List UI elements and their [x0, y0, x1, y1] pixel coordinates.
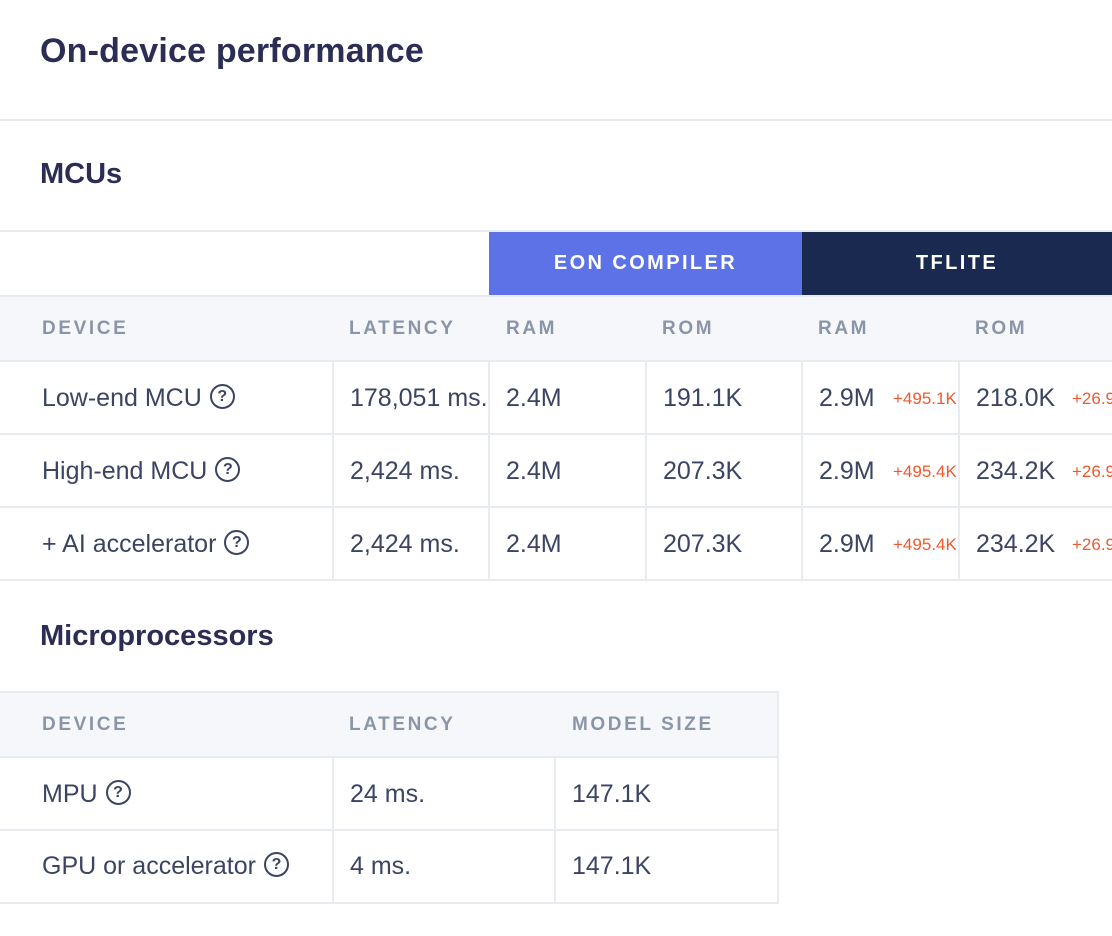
- eon-rom-cell: 207.3K: [663, 529, 743, 558]
- latency-cell: 178,051 ms.: [350, 383, 488, 412]
- microprocessors-section-title: Microprocessors: [40, 620, 274, 652]
- col-header-latency: LATENCY: [349, 318, 456, 339]
- eon-rom-cell: 191.1K: [663, 383, 743, 412]
- device-cell: Low-end MCU?: [42, 378, 235, 418]
- col-header-tflite-ram: RAM: [818, 318, 870, 339]
- col-header-tflite-rom: ROM: [975, 318, 1028, 339]
- col-header-eon-rom: ROM: [662, 318, 715, 339]
- device-label: GPU or accelerator: [42, 851, 256, 880]
- col-header-device: DEVICE: [42, 714, 129, 735]
- eon-ram-cell: 2.4M: [506, 529, 562, 558]
- eon-ram-cell: 2.4M: [506, 456, 562, 485]
- mcus-section-title: MCUs: [40, 158, 123, 190]
- device-label: MPU: [42, 779, 98, 808]
- tflite-rom-cell: 218.0K: [976, 383, 1056, 412]
- device-label: Low-end MCU: [42, 383, 202, 412]
- tflite-ram-delta: +495.4K: [893, 462, 956, 481]
- question-circle-icon[interactable]: ?: [215, 456, 241, 482]
- tflite-rom-cell: 234.2K: [976, 456, 1056, 485]
- device-label: High-end MCU: [42, 456, 208, 485]
- device-label: + AI accelerator: [42, 529, 217, 558]
- tflite-ram-cell: 2.9M: [819, 529, 875, 558]
- question-circle-icon[interactable]: ?: [209, 383, 235, 409]
- model-size-cell: 147.1K: [572, 779, 652, 808]
- question-circle-icon[interactable]: ?: [105, 779, 131, 805]
- col-header-latency: LATENCY: [349, 714, 456, 735]
- device-cell: High-end MCU?: [42, 451, 241, 491]
- tflite-group-header: TFLITE: [802, 232, 1112, 295]
- tflite-rom-cell: 234.2K: [976, 529, 1056, 558]
- col-header-eon-ram: RAM: [506, 318, 558, 339]
- tflite-rom-delta: +26.9K: [1072, 389, 1112, 408]
- model-size-cell: 147.1K: [572, 851, 652, 880]
- col-header-model-size: MODEL SIZE: [572, 714, 714, 735]
- eon-rom-cell: 207.3K: [663, 456, 743, 485]
- page-title: On-device performance: [40, 32, 424, 70]
- tflite-ram-delta: +495.1K: [893, 389, 956, 408]
- col-header-device: DEVICE: [42, 318, 129, 339]
- tflite-rom-delta: +26.9K: [1072, 462, 1112, 481]
- tflite-ram-delta: +495.4K: [893, 535, 956, 554]
- question-circle-icon[interactable]: ?: [224, 529, 250, 555]
- latency-cell: 24 ms.: [350, 779, 426, 808]
- device-cell: + AI accelerator?: [42, 524, 250, 564]
- device-cell: GPU or accelerator?: [42, 846, 289, 886]
- tflite-ram-cell: 2.9M: [819, 383, 875, 412]
- mpu-header-band: [0, 692, 777, 756]
- eon-compiler-group-header: EON COMPILER: [489, 232, 802, 295]
- eon-ram-cell: 2.4M: [506, 383, 562, 412]
- question-circle-icon[interactable]: ?: [263, 851, 289, 877]
- latency-cell: 4 ms.: [350, 851, 412, 880]
- tflite-rom-delta: +26.9K: [1072, 535, 1112, 554]
- latency-cell: 2,424 ms.: [350, 529, 460, 558]
- latency-cell: 2,424 ms.: [350, 456, 460, 485]
- tflite-ram-cell: 2.9M: [819, 456, 875, 485]
- device-cell: MPU?: [42, 774, 131, 814]
- mcus-header-band: [0, 295, 1112, 361]
